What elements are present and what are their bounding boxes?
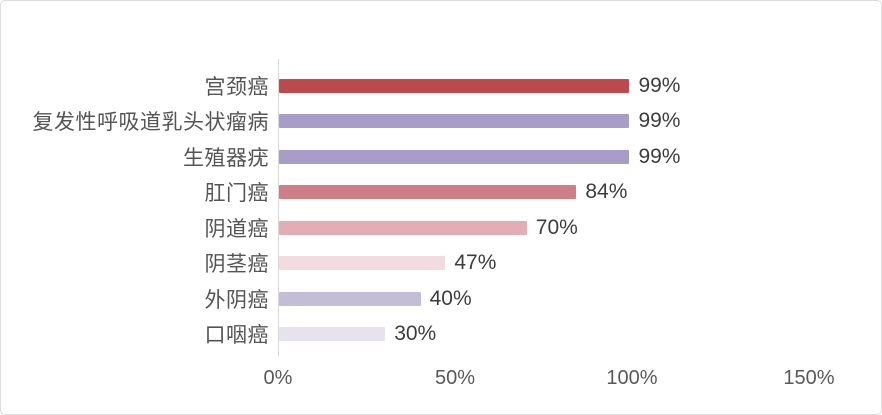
bar xyxy=(279,220,527,235)
category-label: 生殖器疣 xyxy=(183,145,269,170)
bar-track: 84% xyxy=(279,180,881,204)
x-tick-label: 0% xyxy=(263,367,293,389)
value-label: 30% xyxy=(394,322,437,346)
bar-track: 47% xyxy=(279,251,881,275)
chart-row: 生殖器疣 99% xyxy=(1,139,881,175)
bar-track: 99% xyxy=(279,145,881,169)
bar-chart-rows: 宫颈癌 99% 复发性呼吸道乳头状瘤病 99% 生殖器疣 99% 肛门癌 84%… xyxy=(1,68,881,352)
chart-row: 宫颈癌 99% xyxy=(1,68,881,104)
bar xyxy=(279,78,630,93)
x-axis: 0% 50% 100% 150% xyxy=(1,367,881,397)
category-label: 阴道癌 xyxy=(204,216,269,241)
value-label: 99% xyxy=(638,109,681,133)
value-label: 99% xyxy=(638,144,681,168)
value-label: 40% xyxy=(429,286,472,310)
bar-track: 30% xyxy=(279,322,881,346)
x-tick-label: 150% xyxy=(783,367,835,389)
value-label: 47% xyxy=(454,251,497,275)
category-label: 宫颈癌 xyxy=(204,74,269,99)
bar-track: 99% xyxy=(279,109,881,133)
bar xyxy=(279,149,630,164)
chart-row: 外阴癌 40% xyxy=(1,281,881,317)
bar xyxy=(279,114,630,129)
bar xyxy=(279,291,421,306)
value-label: 99% xyxy=(638,73,681,97)
x-tick-label: 100% xyxy=(606,367,658,389)
chart-row: 阴道癌 70% xyxy=(1,210,881,246)
bar-track: 99% xyxy=(279,74,881,98)
chart-row: 阴茎癌 47% xyxy=(1,246,881,282)
bar xyxy=(279,327,386,342)
bar-track: 40% xyxy=(279,287,881,311)
category-label: 口咽癌 xyxy=(204,323,269,348)
category-label: 复发性呼吸道乳头状瘤病 xyxy=(32,110,269,135)
chart-row: 复发性呼吸道乳头状瘤病 99% xyxy=(1,104,881,140)
value-label: 70% xyxy=(535,215,578,239)
chart-row: 口咽癌 30% xyxy=(1,317,881,353)
value-label: 84% xyxy=(585,180,628,204)
category-label: 肛门癌 xyxy=(204,181,269,206)
category-label: 外阴癌 xyxy=(204,287,269,312)
category-label: 阴茎癌 xyxy=(204,252,269,277)
category-axis-line xyxy=(278,59,279,356)
chart-row: 肛门癌 84% xyxy=(1,175,881,211)
bar-track: 70% xyxy=(279,216,881,240)
bar xyxy=(279,185,577,200)
bar xyxy=(279,256,446,271)
x-tick-label: 50% xyxy=(434,367,476,389)
